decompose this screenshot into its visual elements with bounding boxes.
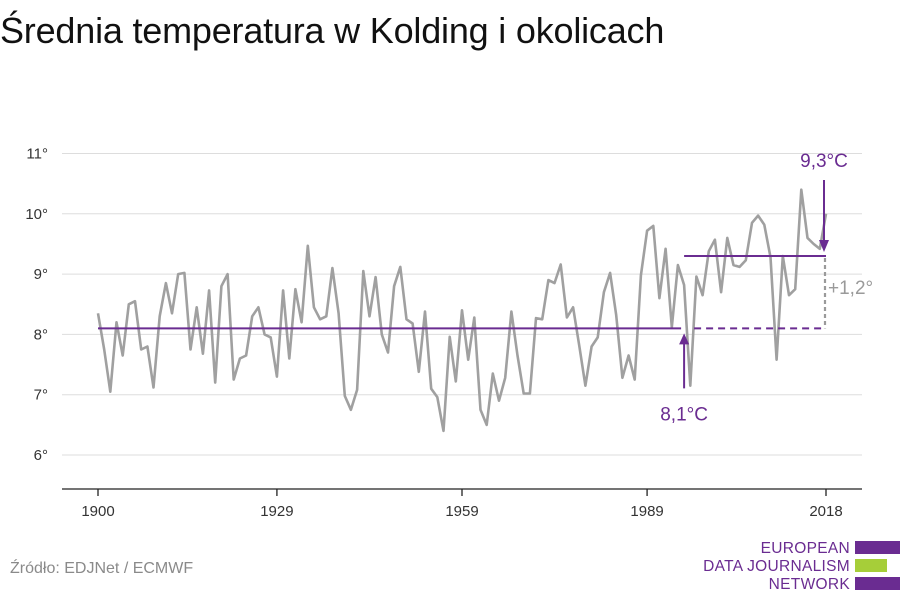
- x-tick-label: 1900: [81, 503, 114, 520]
- x-tick-label: 1929: [260, 503, 293, 520]
- source-note: Źródło: EDJNet / ECMWF: [10, 560, 194, 577]
- delta-label: +1,2°: [828, 278, 873, 299]
- logo-line-3: NETWORK: [768, 576, 850, 593]
- annotations: +1,2° 8,1°C 9,3°C: [98, 151, 873, 425]
- recent-arrow-head: [819, 240, 829, 253]
- logo-bar-middle: [855, 559, 887, 572]
- y-tick-label: 6°: [34, 447, 48, 464]
- temperature-series-line: [96, 188, 828, 433]
- gridlines: [62, 153, 862, 456]
- x-tick-label: 2018: [809, 503, 842, 520]
- logo-bar-bottom: [855, 577, 900, 590]
- x-tick-label: 1959: [445, 503, 478, 520]
- x-axis: 1900 1929 1959 1989 2018: [62, 488, 862, 520]
- logo-line-1: EUROPEAN: [760, 540, 850, 557]
- baseline-value-label: 8,1°C: [660, 404, 708, 425]
- logo-bar-top: [855, 541, 900, 554]
- recent-value-label: 9,3°C: [800, 151, 848, 172]
- y-tick-label: 7°: [34, 387, 48, 404]
- series-group: [96, 188, 828, 433]
- y-tick-label: 10°: [25, 206, 48, 223]
- logo-line-2: DATA JOURNALISM: [703, 558, 850, 575]
- y-tick-label: 11°: [26, 146, 48, 163]
- edjnet-logo: EUROPEAN DATA JOURNALISM NETWORK: [700, 538, 900, 598]
- x-tick-label: 1989: [630, 503, 663, 520]
- y-axis-ticks: 6° 7° 8° 9° 10° 11°: [25, 146, 48, 465]
- chart-title: Średnia temperatura w Kolding i okolicac…: [0, 10, 665, 51]
- y-tick-label: 9°: [34, 266, 48, 283]
- baseline-arrow-head: [679, 333, 690, 345]
- y-tick-label: 8°: [34, 326, 48, 343]
